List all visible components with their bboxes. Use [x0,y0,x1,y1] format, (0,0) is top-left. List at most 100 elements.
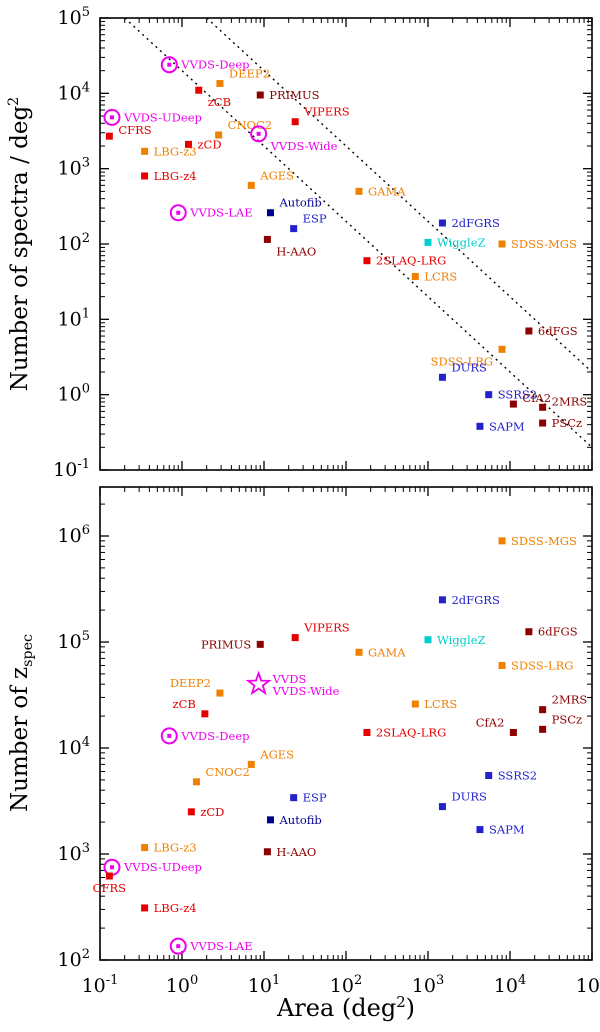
marker-zCB [201,710,209,718]
marker-VVDS-Deep [160,56,178,74]
marker-6dFGS [525,628,533,636]
label-2dFGRS: 2dFGRS [451,216,500,230]
marker-DURS [438,803,446,811]
marker-DURS [438,373,446,381]
label-6dFGS: 6dFGS [538,625,578,639]
label-SAPM: SAPM [489,823,525,837]
marker-zCB [195,86,203,94]
label-SSRS2: SSRS2 [498,388,537,402]
marker-SAPM [476,826,484,834]
tick-label: 102 [330,973,362,997]
marker-LCRS [411,700,419,708]
marker-VVDS-LAE [169,937,187,955]
tick-label: 10-1 [53,457,90,481]
bottom-panel-frame [99,486,593,961]
tick-label: 105 [576,973,600,997]
tick-label: 10-1 [82,973,119,997]
marker-VVDS-Wide [250,125,268,143]
tick-label: 104 [494,973,526,997]
marker-SSRS2 [485,772,493,780]
tick-label: 102 [58,231,90,255]
label-SDSS-LRG: SDSS-LRG [431,354,493,368]
marker-VVDS-UDeep [103,858,121,876]
marker-SDSS-MGS [498,240,506,248]
label-SDSS-MGS: SDSS-MGS [511,534,577,548]
marker-PSCz [539,725,547,733]
marker-WiggleZ [424,238,432,246]
marker-VVDS [245,670,272,696]
marker-LBG-z4 [141,172,149,180]
label-AGES: AGES [259,747,294,761]
label-zCD: zCD [200,805,224,819]
marker-CNOC2 [215,131,223,139]
tick-label: 100 [166,973,198,997]
label-PRIMUS: PRIMUS [201,637,251,651]
tick-label: 102 [58,947,90,971]
label-2dFGRS: 2dFGRS [451,593,500,607]
label-LBG-z4: LBG-z4 [154,169,197,183]
label-VVDS: VVDS-Wide [272,684,340,698]
marker-2MRS [539,706,547,714]
label-VVDS-Wide: VVDS-Wide [270,139,338,153]
label-CFRS: CFRS [93,881,126,895]
tick-label: 101 [58,306,90,330]
marker-LBG-z3 [141,147,149,155]
marker-LBG-z4 [141,904,149,912]
marker-WiggleZ [424,636,432,644]
label-SDSS-MGS: SDSS-MGS [511,237,577,251]
marker-Autofib [266,209,274,217]
marker-LBG-z3 [141,844,149,852]
label-Autofib: Autofib [278,813,321,827]
marker-CfA2 [509,729,517,737]
label-SAPM: SAPM [489,419,525,433]
label-Autofib: Autofib [278,196,321,210]
marker-SAPM [476,422,484,430]
marker-6dFGS [525,327,533,335]
label-VVDS-UDeep: VVDS-UDeep [123,860,202,874]
marker-H-AAO [263,235,271,243]
label-SDSS-LRG: SDSS-LRG [511,659,573,673]
label-CFRS: CFRS [118,123,151,137]
label-LBG-z3: LBG-z3 [154,144,197,158]
marker-VVDS-UDeep [103,108,121,126]
marker-2dFGRS [438,219,446,227]
label-zCB: zCB [173,697,196,711]
label-CfA2: CfA2 [522,391,551,405]
label-ESP: ESP [303,212,327,226]
tick-label: 100 [58,382,90,406]
label-WiggleZ: WiggleZ [437,633,486,647]
marker-zCD [187,808,195,816]
marker-CFRS [105,872,113,880]
marker-PSCz [539,419,547,427]
marker-VVDS-Deep [160,727,178,745]
marker-AGES [247,181,255,189]
marker-SDSS-LRG [498,345,506,353]
marker-ESP [290,794,298,802]
tick-label: 103 [412,973,444,997]
label-PRIMUS: PRIMUS [269,88,319,102]
marker-GAMA [355,648,363,656]
marker-LCRS [411,273,419,281]
marker-zCD [184,140,192,148]
marker-PRIMUS [256,640,264,648]
marker-DEEP2 [216,80,224,88]
x-axis-title: Area (deg2) [276,993,415,1022]
label-6dFGS: 6dFGS [538,324,578,338]
label-2MRS: 2MRS [552,693,588,707]
label-ESP: ESP [303,791,327,805]
marker-VIPERS [291,118,299,126]
marker-DEEP2 [216,689,224,697]
tick-label: 103 [58,841,90,865]
top-panel: 105 104 103 102 101 100 10-1 VVDS-Deep VVDS-UDee… [53,5,593,481]
label-CfA2: CfA2 [476,716,505,730]
y-axis-title-bottom: Number of zspec [7,634,36,812]
tick-label: 105 [58,629,90,653]
label-VVDS-LAE: VVDS-LAE [189,939,252,953]
label-2MRS: 2MRS [552,394,588,408]
label-zCB: zCB [208,95,231,109]
marker-SDSS-LRG [498,662,506,670]
label-LBG-z3: LBG-z3 [154,841,197,855]
label-CNOC2: CNOC2 [228,118,272,132]
